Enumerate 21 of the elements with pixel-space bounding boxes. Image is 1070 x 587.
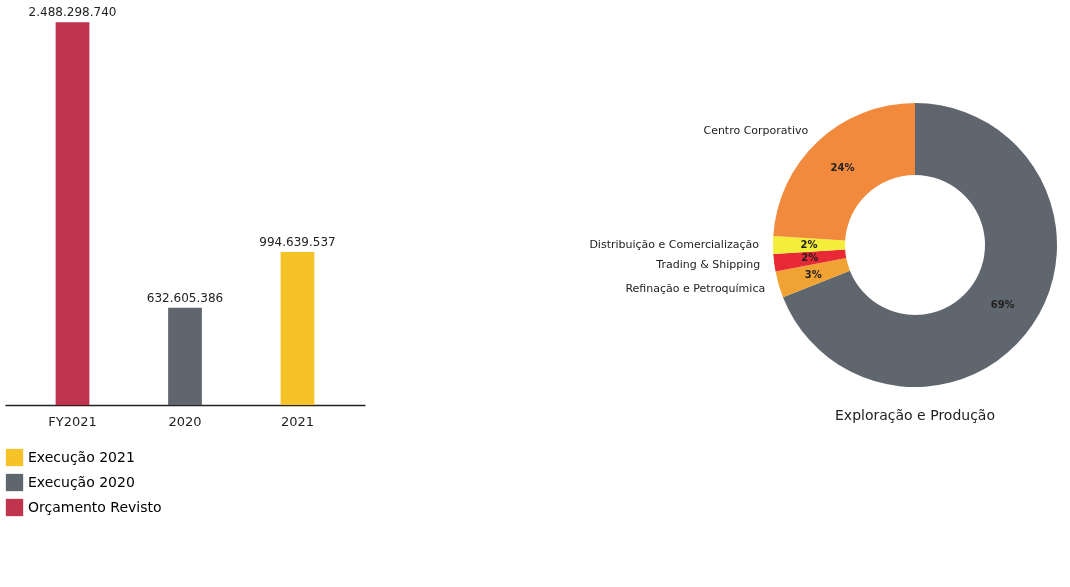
x-tick-label: 2020 <box>168 413 202 429</box>
slice-label: Trading & Shipping <box>655 257 761 271</box>
data-label: 3% <box>804 268 822 280</box>
data-label: 69% <box>990 298 1015 310</box>
legend-label: Execução 2020 <box>28 473 135 490</box>
data-label: 994.639.537 <box>259 234 336 249</box>
data-label: 632.605.386 <box>146 290 224 305</box>
slice-label: Exploração e Produção <box>835 407 995 423</box>
slice-label: Centro Corporativo <box>703 124 809 138</box>
data-label: 24% <box>830 161 855 173</box>
data-label: 2% <box>801 252 819 264</box>
legend-label: Execução 2021 <box>28 448 135 465</box>
data-label: 2% <box>800 239 818 250</box>
donut-slice <box>773 236 846 254</box>
donut-slice <box>773 249 847 272</box>
x-tick-label: 2021 <box>280 413 315 429</box>
x-tick-label: FY2021 <box>48 413 97 429</box>
data-label: 2.488.298.740 <box>28 5 117 20</box>
legend-label: Orçamento Revisto <box>28 498 162 515</box>
slice-label: Refinação e Petroquímica <box>625 281 766 295</box>
slice-label: Distribuição e Comercialização <box>589 238 760 251</box>
